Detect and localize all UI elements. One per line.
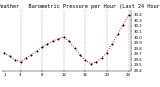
Title: Milwaukee Weather   Barometric Pressure per Hour (Last 24 Hours): Milwaukee Weather Barometric Pressure pe… [0,4,160,9]
